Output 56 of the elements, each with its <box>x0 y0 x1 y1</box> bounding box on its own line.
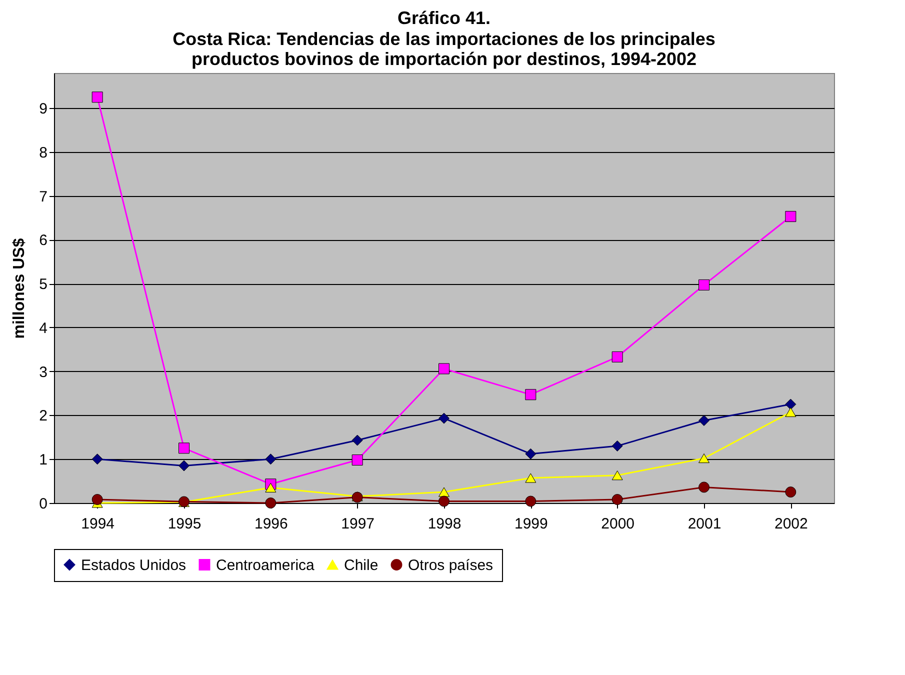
point <box>785 407 796 417</box>
x-tick-label: 1998 <box>428 516 462 532</box>
point <box>612 494 623 505</box>
point <box>785 486 796 498</box>
legend-label: Estados Unidos <box>81 556 186 574</box>
point <box>178 442 190 454</box>
y-tick-label: 9 <box>39 100 48 118</box>
point <box>265 498 276 508</box>
point <box>612 440 623 452</box>
y-tick-label: 3 <box>39 364 48 381</box>
y-tick-label: 0 <box>39 496 48 512</box>
y-tick-label: 1 <box>39 452 48 469</box>
x-tick-label: 1994 <box>81 516 115 532</box>
point <box>785 398 796 410</box>
y-tick-label: 5 <box>39 276 48 294</box>
point <box>352 454 363 466</box>
point <box>698 482 710 493</box>
point <box>785 210 796 222</box>
point <box>92 494 103 505</box>
x-tick-label: 1995 <box>168 516 202 532</box>
legend-label: Centroamerica <box>216 556 316 574</box>
point <box>92 92 103 103</box>
point <box>698 279 710 290</box>
x-tick-label: 1996 <box>254 516 288 532</box>
point <box>438 412 450 424</box>
point <box>525 448 536 460</box>
x-tick-label: 1999 <box>514 516 548 532</box>
point <box>698 415 710 426</box>
point <box>438 487 450 497</box>
point <box>438 363 450 374</box>
x-tick-label: 2002 <box>774 516 808 532</box>
x-tick-label: 2000 <box>601 516 635 532</box>
y-tick-label: 4 <box>39 320 48 337</box>
legend-label: Chile <box>344 556 378 574</box>
point <box>438 496 450 507</box>
legend-label: Otros países <box>408 556 494 574</box>
point <box>92 454 103 465</box>
chart-title: Gráfico 41. <box>397 8 491 28</box>
point <box>612 351 623 362</box>
y-tick-label: 8 <box>39 144 48 162</box>
point <box>612 470 623 480</box>
point <box>525 496 536 507</box>
x-tick-label: 1997 <box>341 516 375 532</box>
point <box>698 453 710 464</box>
y-tick-label: 2 <box>39 408 48 425</box>
x-tick-label: 2001 <box>688 516 722 532</box>
point <box>525 389 536 400</box>
y-tick-label: 7 <box>39 188 48 206</box>
point <box>352 434 363 446</box>
point <box>265 454 276 465</box>
chart-subtitle: Costa Rica: Tendencias de las importaciones de los principales productos bovinos de importación por destinos, 1994-2002 <box>172 29 716 69</box>
y-axis-title: millones US$ <box>11 238 28 339</box>
point <box>178 460 190 472</box>
point <box>265 482 276 492</box>
y-tick-label: 6 <box>39 232 48 250</box>
point <box>525 473 536 483</box>
